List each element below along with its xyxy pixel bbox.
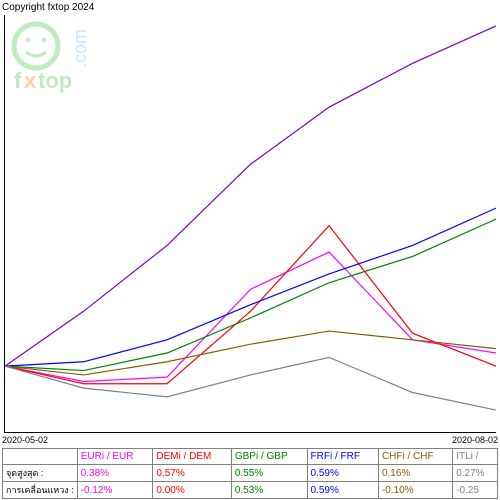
table-cell: 0.53% [231, 482, 307, 499]
table-cell: 0.27% [453, 465, 498, 482]
chart-lines [5, 15, 496, 432]
chart-area [4, 15, 496, 433]
table-cell: -0.25 [453, 482, 498, 499]
table-cell: 0.59% [307, 465, 378, 482]
series-line [5, 357, 496, 410]
table-cell: -0.12% [77, 482, 153, 499]
table-cell: 0.55% [231, 465, 307, 482]
summary-table: EURi / EURDEMi / DEMGBPi / GBPFRFi / FRF… [2, 448, 498, 499]
table-cell: 0.00% [153, 482, 231, 499]
column-header: EURi / EUR [77, 449, 153, 465]
column-header: ITLi / [453, 449, 498, 465]
row-label: จุดสูงสุด : [3, 465, 78, 482]
column-header: DEMi / DEM [153, 449, 231, 465]
table-cell: -0.10% [378, 482, 452, 499]
table-corner [3, 449, 78, 465]
row-label: การเคลื่อนแหวง : [3, 482, 78, 499]
table-cell: 0.57% [153, 465, 231, 482]
table-cell: 0.38% [77, 465, 153, 482]
x-axis-end-date: 2020-08-02 [452, 435, 498, 445]
x-axis-start-date: 2020-05-02 [2, 435, 48, 445]
column-header: FRFi / FRF [307, 449, 378, 465]
series-line [5, 208, 496, 366]
series-line [5, 219, 496, 370]
table-cell: 0.59% [307, 482, 378, 499]
series-line [5, 26, 496, 366]
table-cell: 0.16% [378, 465, 452, 482]
column-header: GBPi / GBP [231, 449, 307, 465]
copyright-text: Copyright fxtop 2024 [2, 2, 94, 13]
column-header: CHFi / CHF [378, 449, 452, 465]
